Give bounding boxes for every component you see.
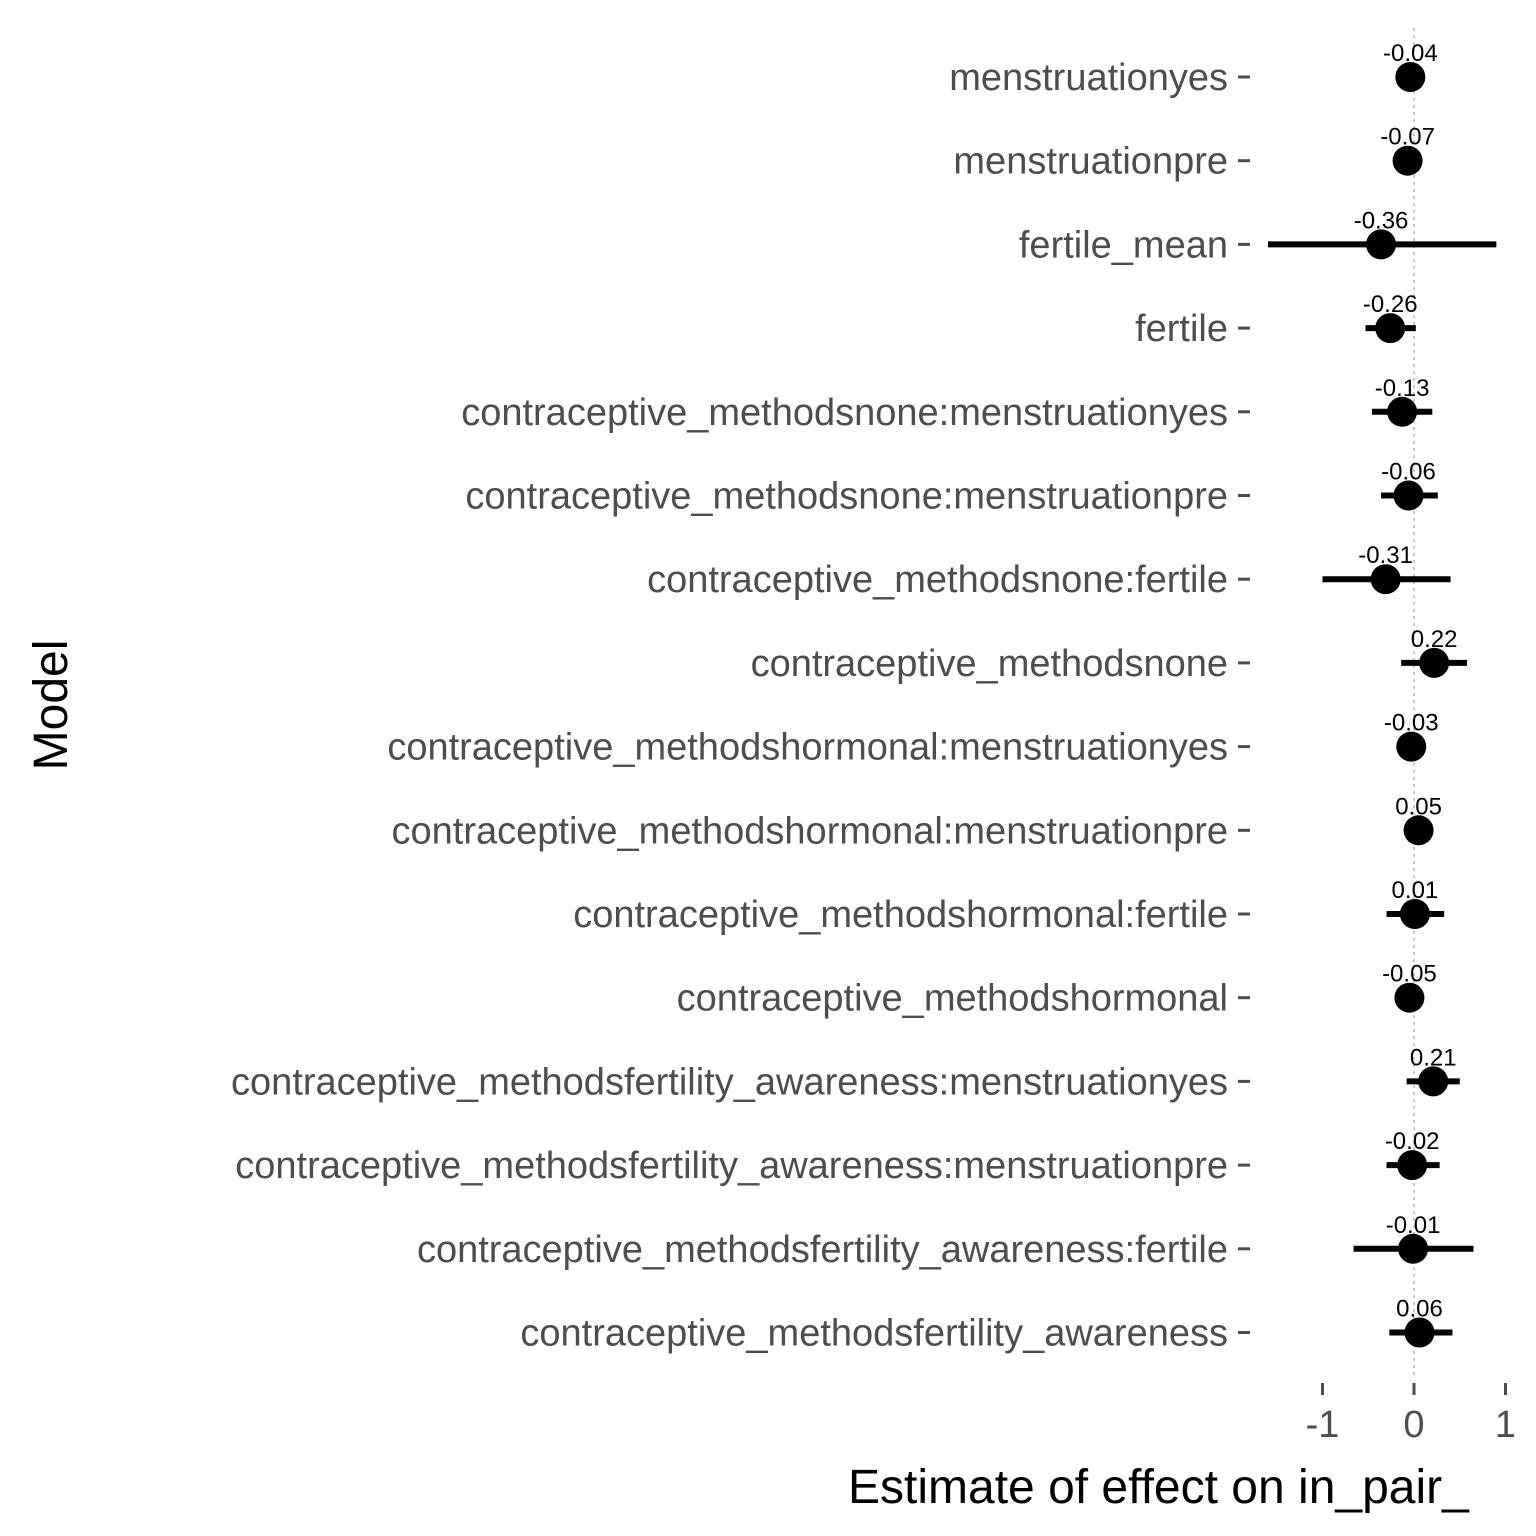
estimate-label: -0.36: [1354, 207, 1409, 234]
y-axis-title: Model: [25, 640, 78, 771]
term-label: contraceptive_methodsfertility_awareness…: [231, 1061, 1228, 1103]
estimate-point: [1397, 1150, 1428, 1181]
coefficient-row: contraceptive_methodsnone 0.22: [751, 626, 1468, 685]
x-tick-label: -1: [1306, 1404, 1340, 1446]
term-label: fertile: [1135, 308, 1228, 350]
estimate-point: [1375, 313, 1406, 344]
estimate-label: 0.05: [1395, 793, 1442, 820]
estimate-label: 0.22: [1411, 626, 1458, 653]
estimate-label: -0.26: [1363, 291, 1418, 318]
x-tick-label: 1: [1495, 1404, 1516, 1446]
estimate-label: 0.21: [1410, 1044, 1457, 1071]
coefficient-row: contraceptive_methodsfertility_awareness…: [235, 1128, 1440, 1187]
coefficient-row: contraceptive_methodshormonal:menstruati…: [387, 710, 1438, 769]
coefficient-row: contraceptive_methodsnone:fertile -0.31: [647, 542, 1451, 601]
estimate-label: -0.13: [1375, 375, 1430, 402]
coefficient-row: contraceptive_methodsnone:menstruationye…: [461, 375, 1433, 434]
estimate-point: [1399, 899, 1430, 929]
coefficient-row: contraceptive_methodsfertility_awareness…: [520, 1296, 1453, 1355]
term-label: contraceptive_methodsfertility_awareness…: [417, 1229, 1228, 1271]
estimate-point: [1393, 480, 1424, 511]
term-label: fertile_mean: [1019, 224, 1228, 266]
term-label: contraceptive_methodsfertility_awareness: [520, 1313, 1228, 1355]
term-label: contraceptive_methodsnone:menstruationpr…: [465, 476, 1228, 518]
estimate-point: [1403, 815, 1434, 846]
estimate-label: 0.01: [1392, 877, 1439, 904]
coefficient-row: contraceptive_methodshormonal:menstruati…: [392, 793, 1442, 852]
estimate-label: -0.06: [1381, 459, 1436, 486]
term-label: menstruationpre: [953, 141, 1228, 183]
coefficient-row: contraceptive_methodsfertility_awareness…: [231, 1044, 1460, 1103]
term-label: contraceptive_methodsnone:fertile: [647, 559, 1228, 601]
coefficient-row: menstruationyes -0.04: [949, 40, 1438, 99]
coefficient-row: fertile -0.26: [1135, 291, 1417, 350]
estimate-point: [1394, 982, 1425, 1013]
term-label: contraceptive_methodshormonal:fertile: [573, 894, 1228, 936]
coefficient-row: contraceptive_methodshormonal -0.05: [677, 961, 1437, 1020]
estimate-point: [1404, 1317, 1435, 1348]
coefficient-row: contraceptive_methodsnone:menstruationpr…: [465, 459, 1438, 518]
term-label: menstruationyes: [949, 57, 1228, 99]
estimate-point: [1398, 1233, 1429, 1264]
term-label: contraceptive_methodsfertility_awareness…: [235, 1145, 1228, 1187]
estimate-label: -0.04: [1383, 40, 1438, 67]
x-axis-title: Estimate of effect on in_pair_: [848, 1461, 1470, 1514]
coefficient-row: contraceptive_methodshormonal:fertile 0.0…: [573, 877, 1445, 936]
x-tick-label: 0: [1403, 1404, 1424, 1446]
x-axis: -1 0 1: [1306, 1383, 1516, 1446]
estimate-label: -0.01: [1386, 1212, 1441, 1239]
estimate-label: -0.31: [1358, 542, 1413, 569]
estimate-label: 0.06: [1396, 1296, 1443, 1323]
term-label: contraceptive_methodsnone:menstruationye…: [461, 392, 1228, 434]
term-label: contraceptive_methodshormonal:menstruati…: [392, 810, 1228, 852]
estimate-point: [1419, 647, 1450, 678]
coefficient-row: contraceptive_methodsfertility_awareness…: [417, 1212, 1474, 1271]
estimate-point: [1370, 564, 1401, 595]
plot-rows: menstruationyes -0.04 menstruationpre -0.07…: [231, 40, 1497, 1355]
estimate-point: [1395, 62, 1426, 92]
estimate-label: -0.02: [1385, 1128, 1440, 1155]
term-label: contraceptive_methodshormonal:menstruati…: [387, 727, 1228, 769]
estimate-point: [1392, 145, 1423, 176]
term-label: contraceptive_methodsnone: [751, 643, 1228, 685]
coefficient-row: fertile_mean -0.36: [1019, 207, 1497, 266]
estimate-label: -0.03: [1384, 710, 1439, 737]
estimate-label: -0.07: [1380, 124, 1435, 151]
estimate-label: -0.05: [1382, 961, 1437, 988]
estimate-point: [1418, 1066, 1449, 1097]
estimate-point: [1366, 229, 1397, 260]
estimate-point: [1396, 731, 1427, 762]
estimate-point: [1387, 396, 1418, 427]
coefficient-row: menstruationpre -0.07: [953, 124, 1435, 183]
term-label: contraceptive_methodshormonal: [677, 978, 1228, 1020]
